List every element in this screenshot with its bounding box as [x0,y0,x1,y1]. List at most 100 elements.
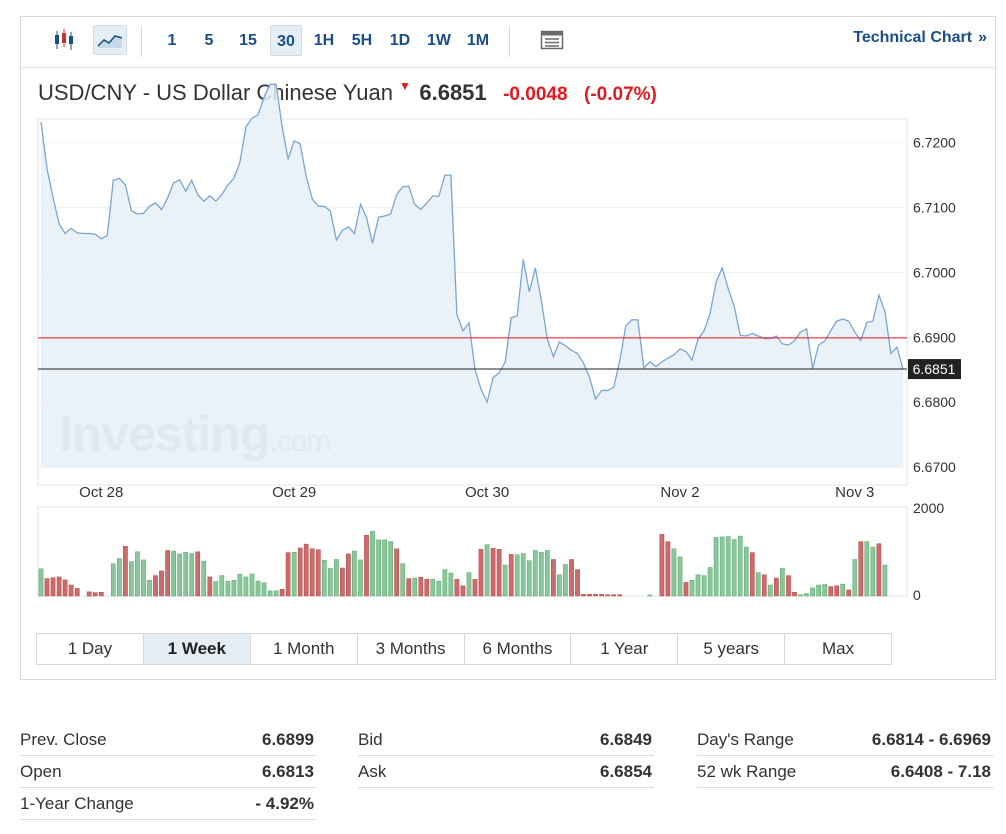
price-change: -0.0048 [503,84,568,105]
volume-bar [725,536,731,597]
stat-row: Prev. Close 6.6899 [20,724,316,756]
volume-bar [92,592,98,597]
volume-bar [490,548,496,597]
data-table-icon[interactable] [537,25,567,55]
interval-5h-button[interactable]: 5H [351,32,373,49]
interval-1w-button[interactable]: 1W [427,32,451,49]
volume-bar [792,591,797,597]
volume-bar [352,550,357,597]
instrument-header: USD/CNY - US Dollar Chinese Yuan ▼ 6.6851… [38,79,657,109]
volume-bar [237,574,243,597]
volume-bar [327,568,333,597]
interval-1d-button[interactable]: 1D [389,32,411,49]
volume-bar [309,548,315,597]
interval-15-button[interactable]: 15 [239,32,257,49]
volume-bar [514,554,520,597]
stat-value: 6.6408 - 7.18 [890,762,991,781]
volume-bar [44,578,50,597]
volume-bar [671,548,677,597]
toolbar-divider [509,27,510,57]
y-tick-label: 6.7200 [913,135,956,151]
volume-bar [86,591,92,597]
stat-value: 6.6854 [600,762,652,781]
current-price-tag-label: 6.6851 [913,361,956,377]
volume-bar [38,568,44,597]
volume-bar [484,544,490,597]
interval-5-button[interactable]: 5 [204,32,214,49]
volume-bar [611,594,616,597]
area-chart-icon[interactable] [93,25,127,55]
interval-1-button[interactable]: 1 [167,32,177,49]
interval-1h-button[interactable]: 1H [313,32,335,49]
range-button-6-months[interactable]: 6 Months [465,634,572,664]
volume-bar [557,574,562,597]
range-button-5-years[interactable]: 5 years [678,634,786,664]
volume-bar [822,584,827,597]
last-price: 6.6851 [419,80,487,105]
volume-bar [786,575,791,597]
volume-bar [478,549,484,597]
volume-bar [780,568,785,597]
range-button-max[interactable]: Max [822,639,855,658]
x-tick-label: Oct 28 [79,484,123,501]
volume-bar [129,561,134,597]
stat-row: Bid 6.6849 [358,724,654,756]
volume-tick-label: 0 [913,587,921,603]
volume-bar [50,577,56,597]
volume-bar [472,579,478,597]
chart-toolbar: 1 5 15 30 1H 5H 1D 1W 1M Technical Chart… [21,17,995,68]
volume-bar [737,535,743,597]
stat-label: Open [20,762,62,781]
volume-bar [135,551,140,597]
y-tick-label: 6.7000 [913,264,956,280]
stats-column-1: Prev. Close 6.6899 Open 6.6813 1-Year Change… [20,724,316,820]
volume-bar [665,541,671,597]
stat-label: 1-Year Change [20,794,134,813]
volume-bar [460,585,466,597]
volume-bar [376,539,381,597]
candlestick-icon[interactable] [49,25,79,55]
y-tick-label: 6.6900 [913,329,956,345]
stat-label: Bid [358,730,383,749]
volume-bar [828,586,834,597]
range-button-1-month[interactable]: 1 Month [251,634,358,664]
range-button-1-day[interactable]: 1 Day [37,634,144,664]
volume-bar [334,559,339,597]
volume-bar [755,572,761,597]
volume-bar [448,572,454,597]
interval-30-button[interactable]: 30 [270,25,302,56]
range-button-1-year[interactable]: 1 Year [571,634,679,664]
volume-bar [683,582,689,597]
volume-bar [68,584,74,597]
volume-bar [394,548,399,597]
volume-bar [358,559,363,597]
range-button-1-week[interactable]: 1 Week [143,634,251,664]
range-button-3-months[interactable]: 3 Months [358,634,465,664]
volume-tick-label: 2000 [913,500,944,516]
price-chart[interactable]: Investing.com6.72006.71006.70006.69006.6… [21,17,995,617]
instrument-title: USD/CNY - US Dollar Chinese Yuan [38,80,394,105]
volume-bar [840,583,846,597]
volume-bar [593,594,598,597]
technical-chart-link[interactable]: Technical Chart » [853,29,987,47]
stat-label: 52 wk Range [697,762,797,781]
volume-bar [599,594,604,597]
volume-bar [532,550,538,597]
volume-bar [768,584,773,597]
y-tick-label: 6.6700 [913,459,956,475]
volume-bar [382,539,387,597]
volume-bar [774,577,779,597]
volume-bar [213,581,219,597]
volume-bar [551,559,556,597]
price-area [41,84,903,468]
volume-bar [195,551,201,597]
volume-bar [225,580,231,597]
volume-bar [346,553,351,597]
volume-bar [436,580,442,597]
stat-row: Open 6.6813 [20,756,316,788]
volume-bar [575,569,580,597]
volume-bar [870,546,876,597]
volume-bar [864,541,870,597]
volume-bar [581,594,586,597]
interval-1m-button[interactable]: 1M [466,32,490,49]
